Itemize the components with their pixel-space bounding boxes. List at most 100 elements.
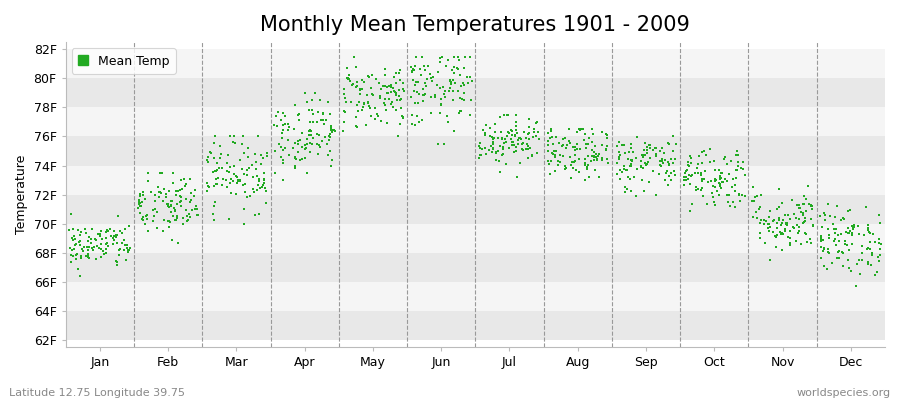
Point	[763, 257, 778, 263]
Point	[595, 156, 609, 163]
Point	[500, 132, 514, 139]
Point	[408, 82, 422, 88]
Point	[223, 180, 238, 186]
Point	[841, 208, 855, 214]
Point	[346, 54, 361, 60]
Point	[317, 121, 331, 128]
Point	[168, 216, 183, 223]
Point	[132, 201, 147, 208]
Point	[700, 200, 715, 207]
Point	[762, 228, 777, 234]
Point	[168, 206, 183, 213]
Point	[109, 232, 123, 238]
Point	[862, 246, 877, 252]
Point	[425, 78, 439, 84]
Point	[453, 108, 467, 114]
Point	[99, 235, 113, 241]
Point	[714, 185, 728, 191]
Point	[119, 256, 133, 263]
Point	[225, 139, 239, 145]
Point	[491, 135, 505, 142]
Point	[384, 99, 399, 105]
Point	[361, 73, 375, 80]
Point	[230, 178, 245, 185]
Point	[636, 165, 651, 172]
Point	[153, 170, 167, 176]
Point	[95, 248, 110, 254]
Point	[229, 172, 243, 179]
Point	[66, 253, 80, 260]
Point	[864, 262, 878, 268]
Point	[492, 114, 507, 120]
Point	[228, 140, 242, 146]
Point	[457, 64, 472, 71]
Point	[223, 164, 238, 171]
Point	[348, 114, 363, 120]
Point	[416, 86, 430, 92]
Point	[616, 142, 631, 148]
Point	[518, 135, 533, 142]
Point	[522, 124, 536, 130]
Point	[251, 178, 266, 185]
Point	[714, 180, 728, 187]
Point	[767, 217, 781, 224]
Point	[609, 160, 624, 166]
Point	[311, 108, 326, 115]
Point	[162, 188, 176, 194]
Point	[378, 107, 392, 114]
Point	[612, 139, 626, 145]
Point	[778, 212, 792, 218]
Point	[698, 176, 712, 182]
Point	[101, 228, 115, 234]
Point	[306, 110, 320, 117]
Point	[648, 144, 662, 151]
Point	[242, 165, 256, 172]
Point	[173, 193, 187, 199]
Point	[374, 118, 388, 124]
Point	[529, 133, 544, 140]
Point	[778, 228, 792, 234]
Point	[638, 160, 652, 166]
Point	[440, 113, 454, 120]
Point	[232, 157, 247, 164]
Point	[64, 258, 78, 265]
Point	[349, 84, 364, 90]
Point	[436, 140, 451, 147]
Point	[230, 176, 245, 183]
Point	[339, 64, 354, 71]
Point	[81, 253, 95, 260]
Point	[572, 169, 586, 176]
Point	[768, 233, 782, 239]
Point	[664, 170, 679, 176]
Point	[354, 87, 368, 93]
Point	[588, 143, 602, 150]
Point	[782, 239, 796, 246]
Point	[626, 174, 641, 180]
Point	[522, 136, 536, 142]
Point	[352, 99, 366, 106]
Point	[849, 283, 863, 290]
Point	[446, 128, 461, 134]
Point	[860, 225, 875, 231]
Point	[150, 208, 165, 215]
Point	[770, 225, 784, 232]
Point	[483, 143, 498, 150]
Point	[703, 146, 717, 152]
Point	[325, 128, 339, 135]
Point	[292, 112, 306, 118]
Point	[836, 249, 850, 256]
Point	[497, 140, 511, 146]
Point	[526, 126, 541, 132]
Point	[393, 77, 408, 83]
Point	[386, 85, 400, 92]
Point	[496, 150, 510, 157]
Point	[236, 133, 250, 140]
Point	[65, 235, 79, 241]
Point	[682, 171, 697, 178]
Point	[222, 216, 237, 222]
Point	[72, 242, 86, 248]
Point	[457, 90, 472, 96]
Point	[778, 220, 793, 226]
Point	[498, 136, 512, 142]
Point	[325, 157, 339, 163]
